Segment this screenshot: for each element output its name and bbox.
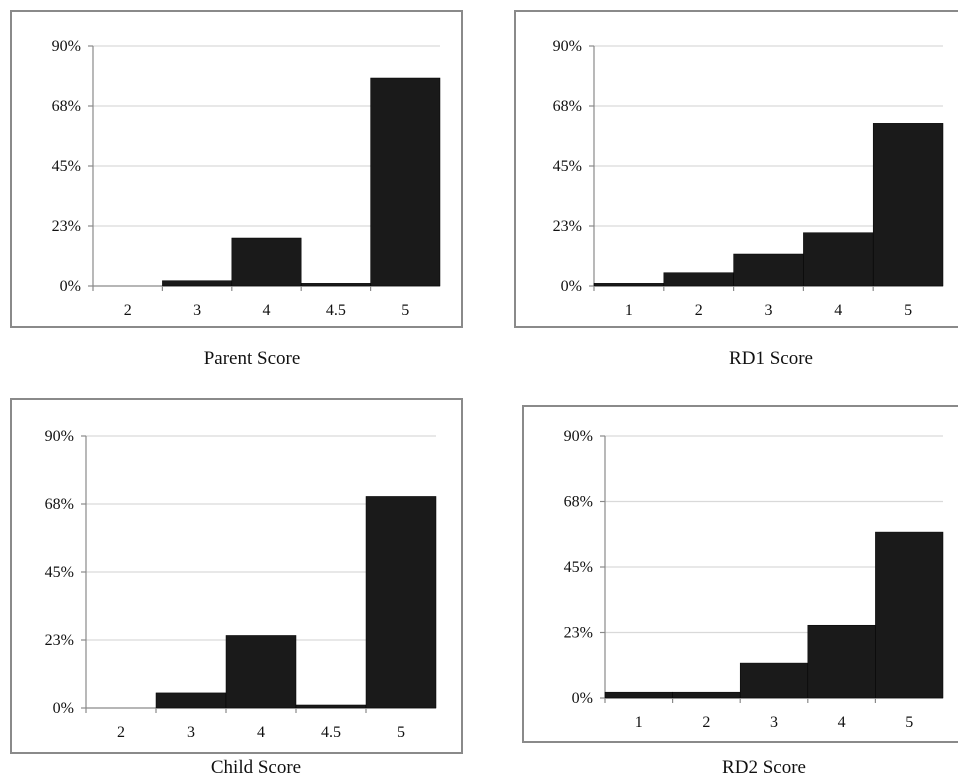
- chart-frame-parent: [10, 10, 463, 328]
- chart-frame-rd2: [522, 405, 958, 743]
- y-tick-label: 23%: [553, 218, 582, 235]
- y-tick-label: 90%: [564, 428, 593, 445]
- bar: [807, 624, 876, 699]
- bar: [875, 531, 944, 699]
- bar: [295, 704, 367, 709]
- x-tick-label: 4: [834, 302, 842, 319]
- y-tick-label: 45%: [52, 158, 81, 175]
- y-tick-label: 23%: [564, 625, 593, 642]
- x-tick-label: 3: [770, 714, 778, 731]
- bar: [365, 496, 437, 709]
- x-tick-label: 2: [124, 302, 132, 319]
- x-tick-label: 4: [838, 714, 846, 731]
- caption-rd2-score: RD2 Score: [722, 757, 806, 778]
- bar: [162, 280, 233, 287]
- x-tick-label: 1: [625, 302, 633, 319]
- y-tick-label: 90%: [45, 428, 74, 445]
- chart-parent-score: 0% 23% 45% 68% 90% 2 3 4 4.5 5: [52, 38, 441, 319]
- x-tick-label: 2: [695, 302, 703, 319]
- y-tick-label: 0%: [53, 700, 74, 717]
- x-tick-label: 5: [904, 302, 912, 319]
- chart-child-score: 0% 23% 45% 68% 90% 2 3 4 4.5 5: [45, 428, 437, 741]
- y-tick-label: 0%: [561, 278, 582, 295]
- bar: [155, 692, 227, 709]
- x-tick-label: 4: [263, 302, 271, 319]
- x-tick-label: 4: [257, 724, 265, 741]
- y-tick-label: 90%: [52, 38, 81, 55]
- y-tick-label: 68%: [553, 98, 582, 115]
- x-tick-label: 5: [397, 724, 405, 741]
- y-tick-label: 68%: [45, 496, 74, 513]
- y-tick-label: 45%: [564, 559, 593, 576]
- bar: [663, 272, 734, 287]
- y-tick-label: 23%: [52, 218, 81, 235]
- y-tick-label: 0%: [60, 278, 81, 295]
- bar: [733, 253, 804, 287]
- x-tick-label: 5: [905, 714, 913, 731]
- bar: [672, 691, 741, 699]
- y-tick-label: 68%: [52, 98, 81, 115]
- x-tick-label: 1: [635, 714, 643, 731]
- chart-rd2-score: 0% 23% 45% 68% 90% 1 2 3 4 5: [564, 428, 944, 731]
- bar: [803, 232, 874, 287]
- chart-rd1-score: 0% 23% 45% 68% 90% 1 2 3 4 5: [553, 38, 944, 319]
- chart-frame-rd1: [514, 10, 958, 328]
- x-tick-label: 3: [765, 302, 773, 319]
- bar: [604, 691, 673, 699]
- bar: [225, 635, 297, 709]
- bar: [300, 283, 371, 287]
- caption-rd1-score: RD1 Score: [729, 348, 813, 369]
- y-tick-label: 45%: [553, 158, 582, 175]
- bar: [739, 662, 809, 699]
- bar: [370, 77, 441, 287]
- y-tick-label: 90%: [553, 38, 582, 55]
- y-tick-label: 0%: [572, 690, 593, 707]
- caption-parent-score: Parent Score: [204, 348, 301, 369]
- x-tick-label: 4.5: [326, 302, 346, 319]
- chart-frame-child: [10, 398, 463, 754]
- bar: [872, 123, 944, 287]
- x-tick-label: 2: [117, 724, 125, 741]
- x-tick-label: 3: [187, 724, 195, 741]
- bar: [593, 283, 665, 287]
- x-tick-label: 3: [193, 302, 201, 319]
- x-tick-label: 4.5: [321, 724, 341, 741]
- x-tick-label: 5: [401, 302, 409, 319]
- y-tick-label: 23%: [45, 632, 74, 649]
- caption-child-score: Child Score: [211, 757, 301, 778]
- y-tick-label: 45%: [45, 564, 74, 581]
- x-tick-label: 2: [702, 714, 710, 731]
- y-tick-label: 68%: [564, 494, 593, 511]
- bar: [231, 237, 302, 287]
